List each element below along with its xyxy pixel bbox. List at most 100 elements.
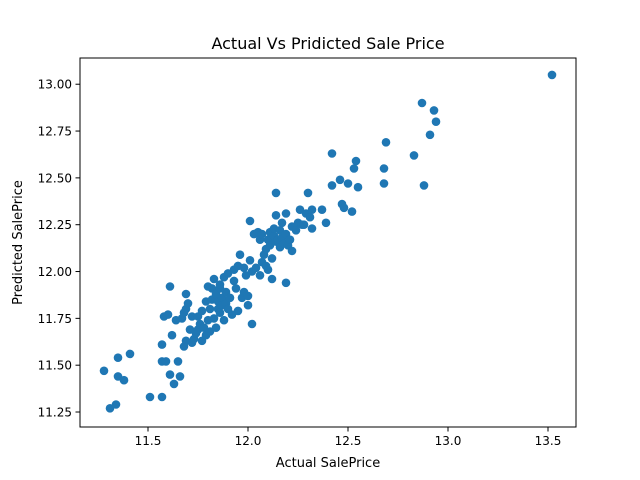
data-point: [267, 254, 277, 263]
data-point: [247, 319, 257, 329]
y-tick-label: 13.00: [38, 78, 72, 92]
data-point: [119, 375, 129, 385]
data-point: [547, 70, 557, 80]
data-point: [409, 151, 419, 160]
data-point: [299, 220, 309, 229]
data-point: [257, 229, 267, 239]
data-point: [245, 216, 255, 226]
data-point: [215, 280, 225, 289]
data-point: [291, 226, 301, 235]
data-point: [181, 289, 191, 299]
data-point: [209, 274, 219, 284]
x-axis: 11.5 12.0 12.5 13.0 13.5: [135, 427, 562, 448]
data-point: [381, 138, 391, 147]
chart-title: Actual Vs Pridicted Sale Price: [211, 34, 444, 53]
data-point: [303, 188, 313, 198]
data-point: [429, 106, 439, 115]
data-point: [419, 181, 429, 190]
data-point: [197, 306, 207, 316]
data-point: [307, 224, 317, 233]
data-point: [287, 246, 297, 256]
data-point: [271, 211, 281, 220]
data-points: [99, 70, 557, 413]
data-point: [245, 255, 255, 265]
y-tick-label: 11.25: [38, 406, 72, 420]
data-point: [339, 203, 349, 213]
data-point: [347, 207, 357, 216]
data-point: [321, 218, 331, 228]
data-point: [211, 323, 221, 333]
x-tick-label: 12.5: [335, 434, 362, 448]
data-point: [285, 235, 295, 244]
data-point: [271, 188, 281, 198]
data-point: [281, 209, 291, 218]
data-point: [327, 149, 337, 158]
data-point: [343, 179, 353, 188]
x-tick-label: 13.0: [435, 434, 462, 448]
data-point: [157, 340, 167, 349]
data-point: [145, 392, 155, 402]
data-point: [231, 284, 241, 293]
data-point: [157, 392, 167, 402]
data-point: [317, 205, 327, 214]
data-point: [183, 299, 193, 308]
x-axis-label: Actual SalePrice: [276, 456, 380, 471]
y-tick-label: 12.00: [38, 265, 72, 279]
data-point: [351, 156, 361, 166]
data-point: [431, 117, 441, 126]
y-tick-label: 12.25: [38, 218, 72, 232]
data-point: [243, 300, 253, 310]
data-point: [417, 98, 427, 108]
y-tick-label: 11.75: [38, 312, 72, 326]
y-axis: 11.25 11.50 11.75 12.00 12.25 12.50 12.75 13.00: [38, 78, 80, 420]
data-point: [233, 306, 243, 316]
data-point: [111, 400, 121, 409]
plot-frame: [79, 57, 577, 428]
data-point: [229, 276, 239, 286]
data-point: [169, 379, 179, 389]
data-point: [167, 330, 177, 340]
x-tick-label: 13.5: [535, 434, 562, 448]
x-tick-label: 12.0: [235, 434, 262, 448]
data-point: [219, 315, 229, 325]
data-point: [209, 314, 219, 323]
data-point: [267, 274, 277, 284]
data-point: [235, 250, 245, 259]
data-point: [277, 218, 287, 228]
data-point: [379, 179, 389, 188]
data-point: [251, 263, 261, 273]
data-point: [161, 357, 171, 366]
data-point: [165, 370, 175, 379]
data-point: [163, 310, 173, 319]
data-point: [349, 164, 359, 173]
data-point: [125, 349, 135, 359]
data-point: [173, 357, 183, 366]
data-point: [215, 308, 225, 318]
y-tick-label: 12.50: [38, 171, 72, 185]
data-point: [307, 205, 317, 214]
data-point: [353, 182, 363, 192]
data-point: [225, 293, 235, 303]
data-point: [175, 372, 185, 381]
data-point: [305, 212, 315, 222]
y-axis-label: Predicted SalePrice: [11, 180, 26, 305]
y-tick-label: 12.75: [38, 125, 72, 139]
x-tick-label: 11.5: [135, 434, 162, 448]
data-point: [99, 366, 109, 376]
data-point: [327, 181, 337, 190]
data-point: [281, 278, 291, 288]
data-point: [255, 271, 265, 280]
data-point: [379, 164, 389, 173]
y-tick-label: 11.50: [38, 359, 72, 373]
data-point: [165, 282, 175, 291]
data-point: [113, 353, 123, 363]
data-point: [263, 265, 273, 275]
data-point: [187, 312, 197, 321]
data-point: [239, 263, 249, 273]
data-point: [243, 291, 253, 301]
data-point: [335, 175, 345, 185]
data-point: [205, 304, 215, 314]
data-point: [425, 130, 435, 140]
